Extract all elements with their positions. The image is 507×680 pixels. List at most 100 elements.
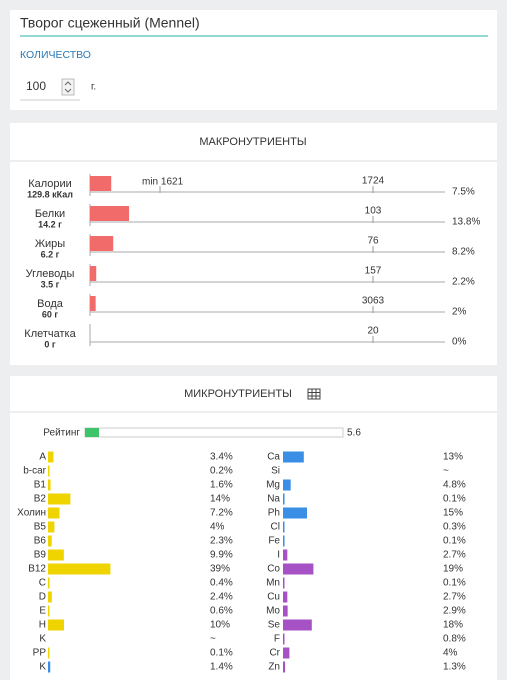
micro-name: Mn	[266, 578, 280, 589]
macro-amount: 0 г	[44, 339, 56, 349]
macro-bar	[90, 236, 114, 251]
macro-percent: 7.5%	[452, 187, 475, 198]
micro-percent: ~	[443, 466, 449, 477]
micro-name: Холин	[17, 508, 46, 519]
micro-name: I	[277, 550, 280, 561]
micro-bar	[48, 563, 111, 575]
micro-percent: 0.1%	[443, 578, 466, 589]
macro-bar	[90, 296, 96, 311]
spinner-arrows	[64, 81, 72, 93]
micro-bar	[283, 619, 312, 631]
macro-amount: 3.5 г	[41, 279, 60, 289]
micro-bar	[48, 605, 50, 617]
micro-name: A	[39, 452, 46, 463]
macro-name: Углеводы	[26, 268, 75, 280]
micro-percent: 1.3%	[443, 662, 466, 673]
macro-percent: 13.8%	[452, 217, 480, 228]
micro-percent: 0.1%	[443, 536, 466, 547]
macro-name: Вода	[37, 298, 64, 310]
micro-bar	[48, 549, 64, 561]
macro-amount: 129.8 кКал	[27, 189, 73, 199]
macro-percent: 0%	[452, 337, 467, 348]
norm-value: 3063	[362, 296, 385, 307]
micro-bar	[48, 521, 55, 533]
rating-label: Рейтинг	[43, 428, 80, 439]
micro-name: K	[39, 634, 46, 645]
micro-bar	[48, 493, 71, 505]
macro-name: Жиры	[35, 238, 65, 250]
micro-name: Se	[268, 620, 281, 631]
micro-bar	[48, 619, 64, 631]
micro-bar	[283, 451, 304, 463]
micro-bar	[48, 647, 50, 659]
macro-percent: 8.2%	[452, 247, 475, 258]
micro-name: B1	[34, 480, 47, 491]
micro-name: Cr	[269, 648, 280, 659]
table-icon[interactable]	[307, 388, 321, 400]
micro-bar	[283, 577, 285, 589]
micro-bar	[283, 535, 285, 547]
micro-percent: 10%	[210, 620, 230, 631]
micro-percent: 0.6%	[210, 606, 233, 617]
micro-bar	[283, 549, 288, 561]
micro-percent: 13%	[443, 452, 463, 463]
micro-percent: 1.6%	[210, 480, 233, 491]
macro-bar	[90, 176, 112, 191]
micro-name: B2	[34, 494, 47, 505]
macro-amount: 60 г	[42, 309, 59, 319]
quantity-input[interactable]: 100	[26, 79, 46, 93]
micro-name: D	[39, 592, 46, 603]
micro-percent: 7.2%	[210, 508, 233, 519]
micro-name: Zn	[268, 662, 280, 673]
micro-percent: 2.9%	[443, 606, 466, 617]
micro-percent: 19%	[443, 564, 463, 575]
micro-percent: 2.4%	[210, 592, 233, 603]
macro-percent: 2.2%	[452, 277, 475, 288]
micro-name: Mg	[266, 480, 280, 491]
micro-name: Ca	[267, 452, 280, 463]
micro-card	[10, 376, 497, 680]
micro-bar	[283, 493, 285, 505]
macro-bar	[90, 266, 97, 281]
macro-bar	[90, 206, 130, 221]
quantity-label: КОЛИЧЕСТВО	[20, 49, 91, 61]
micro-bar	[48, 577, 50, 589]
spinner[interactable]	[61, 78, 75, 96]
micro-percent: 2.7%	[443, 592, 466, 603]
micro-bar	[283, 633, 285, 645]
micro-name: Fe	[268, 536, 280, 547]
macro-name: Клетчатка	[24, 328, 76, 340]
micro-percent: 0.2%	[210, 466, 233, 477]
micro-percent: 2.7%	[443, 550, 466, 561]
micro-percent: 0.1%	[210, 648, 233, 659]
micro-percent: 18%	[443, 620, 463, 631]
micro-name: Cl	[271, 522, 280, 533]
micro-bar	[283, 605, 288, 617]
macro-name: Калории	[28, 178, 72, 190]
micro-bar	[48, 451, 54, 463]
micro-name: Si	[271, 466, 280, 477]
min-label: min 1621	[142, 177, 184, 188]
micro-percent: 0.3%	[443, 522, 466, 533]
macro-amount: 6.2 г	[41, 249, 60, 259]
micro-name: Na	[267, 494, 280, 505]
norm-value: 20	[367, 326, 379, 337]
micro-name: PP	[33, 648, 47, 659]
micro-bar	[48, 591, 52, 603]
micro-bar	[283, 563, 314, 575]
micro-name: b-car	[23, 466, 46, 477]
macro-name: Белки	[35, 208, 65, 220]
micro-bar	[283, 661, 286, 673]
micro-bar	[48, 535, 52, 547]
micro-bar	[48, 507, 60, 519]
norm-value: 1724	[362, 176, 385, 187]
norm-value: 76	[367, 236, 379, 247]
macro-amount: 14.2 г	[38, 219, 62, 229]
rating-track	[84, 427, 344, 438]
micro-percent: 0.4%	[210, 578, 233, 589]
rating-value: 5.6	[347, 428, 361, 439]
micro-percent: 4.8%	[443, 480, 466, 491]
micro-bar	[48, 479, 51, 491]
micro-percent: 0.8%	[443, 634, 466, 645]
